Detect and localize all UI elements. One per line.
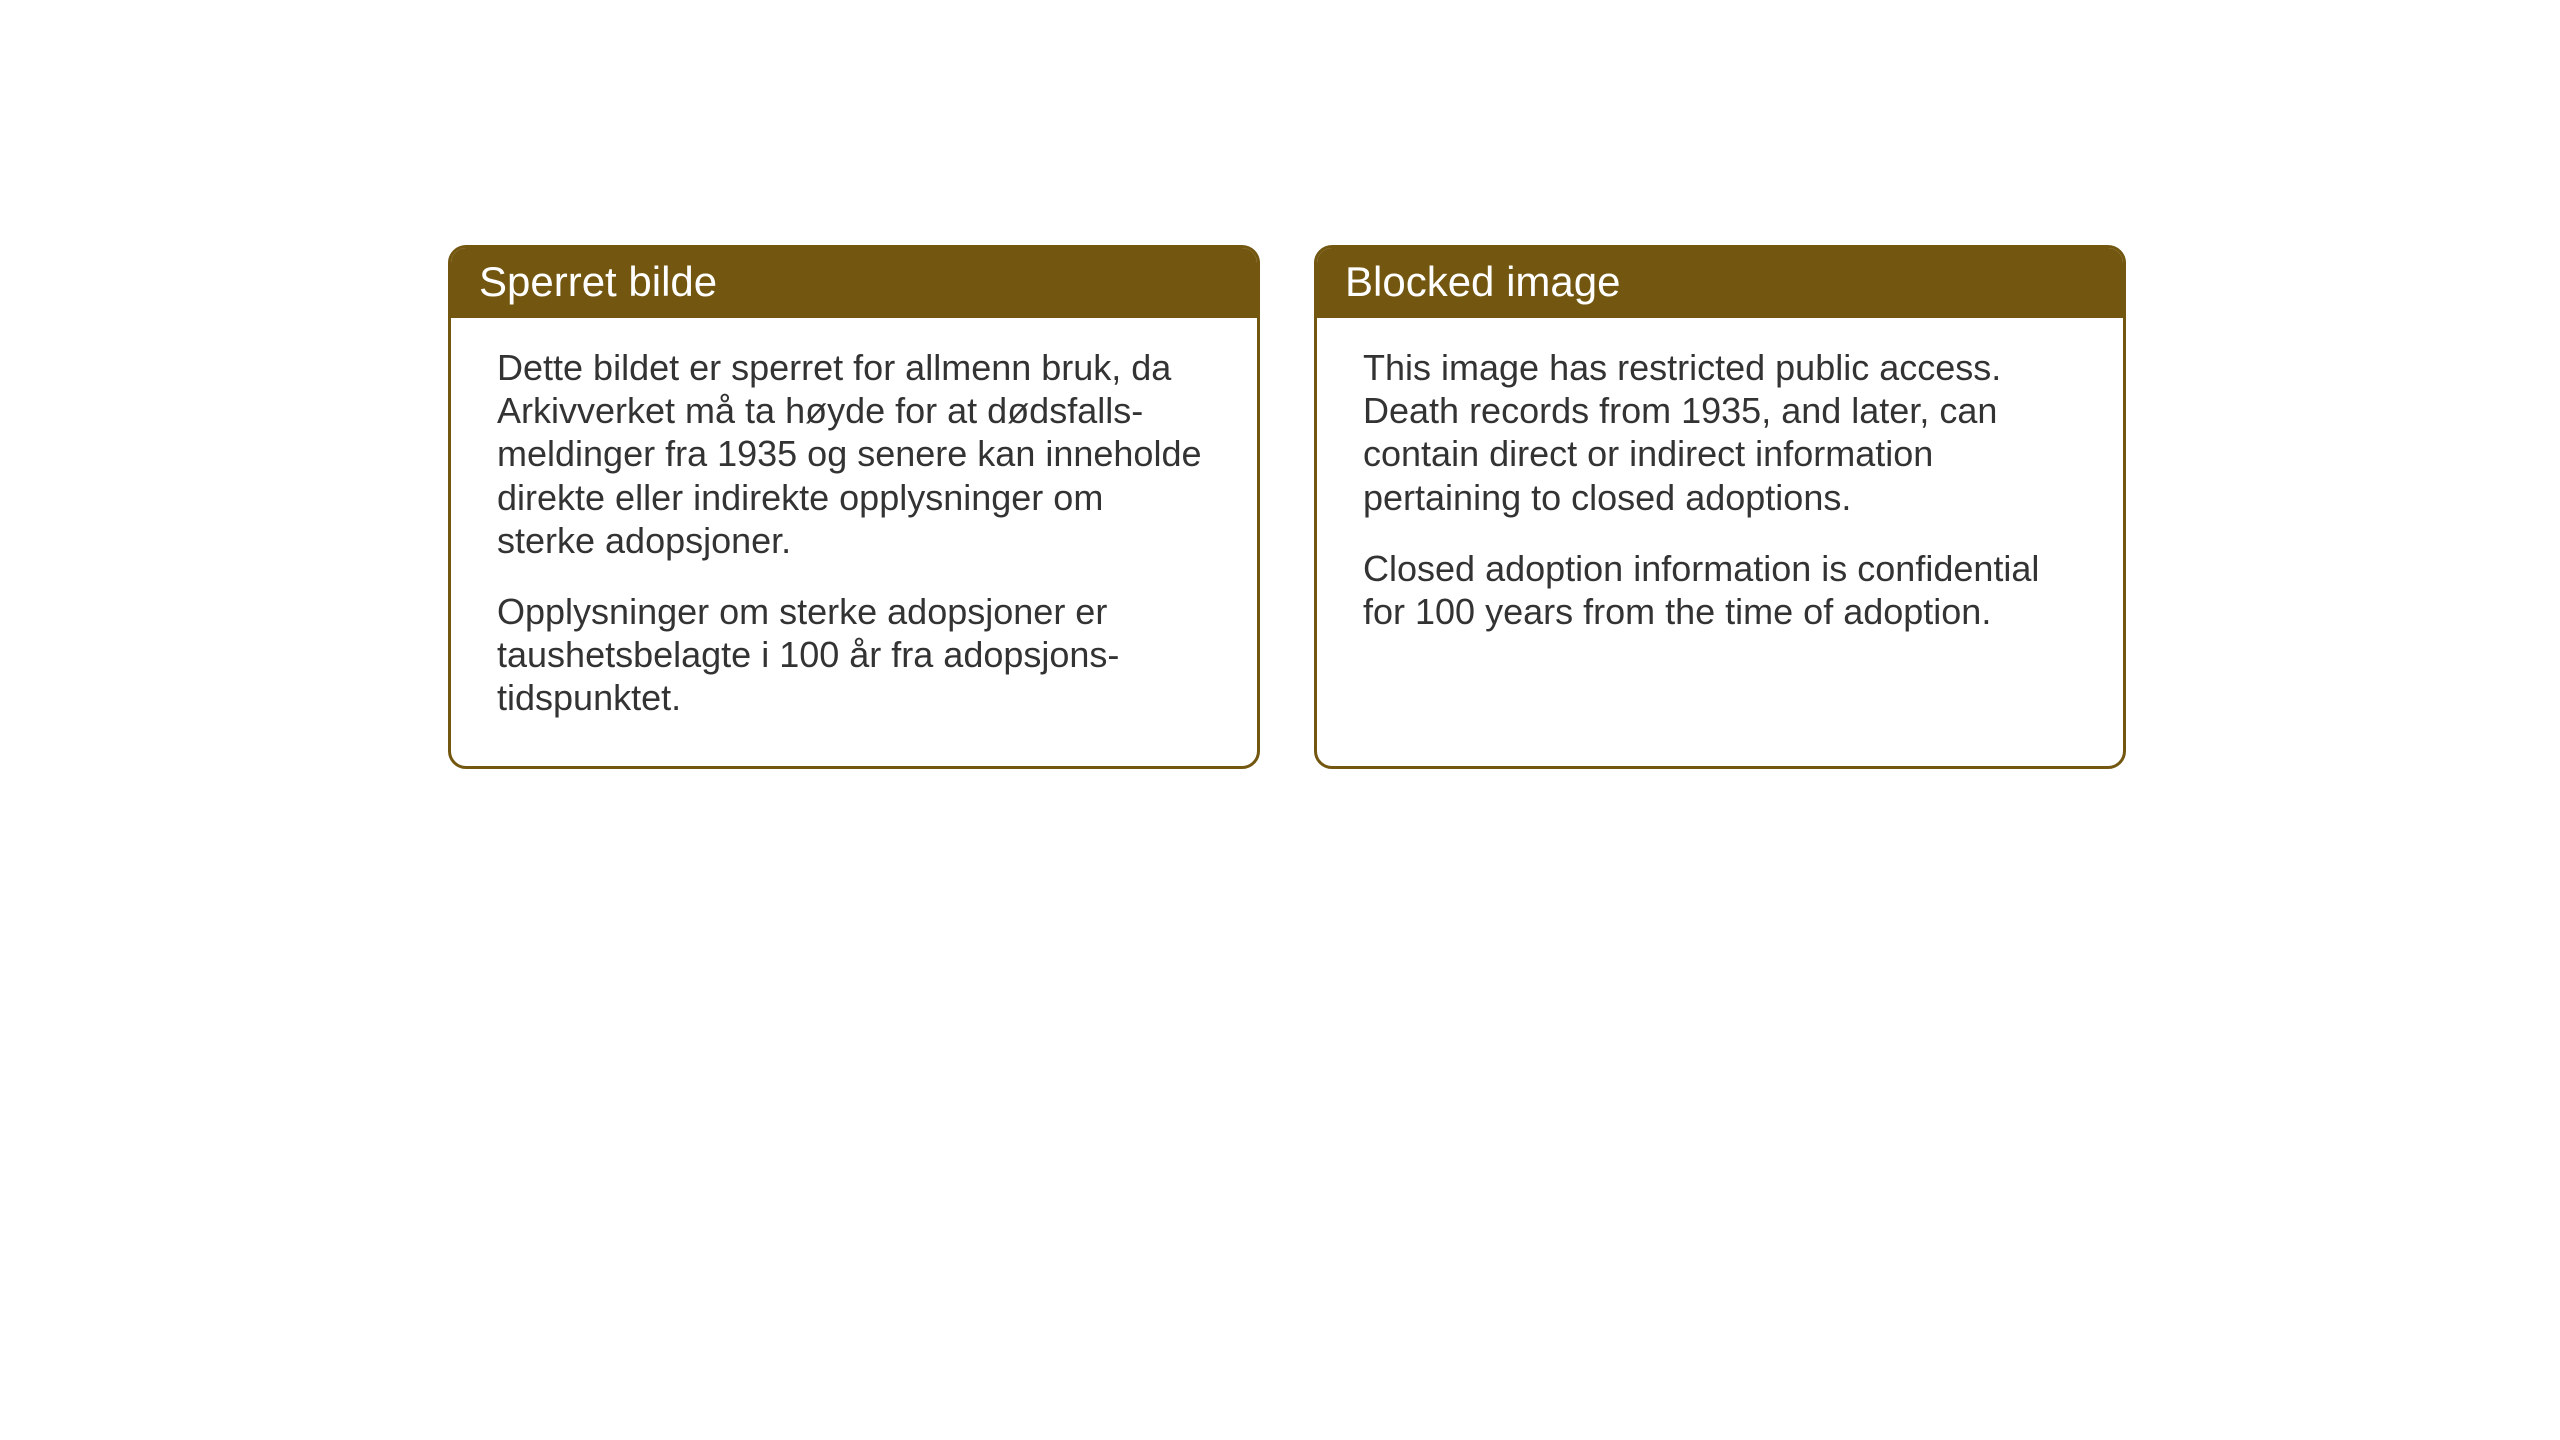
card-english-paragraph-2: Closed adoption information is confident… <box>1363 547 2077 633</box>
card-norwegian-header: Sperret bilde <box>451 248 1257 318</box>
card-norwegian-body: Dette bildet er sperret for allmenn bruk… <box>451 318 1257 766</box>
cards-container: Sperret bilde Dette bildet er sperret fo… <box>448 245 2126 769</box>
card-norwegian: Sperret bilde Dette bildet er sperret fo… <box>448 245 1260 769</box>
card-norwegian-paragraph-2: Opplysninger om sterke adopsjoner er tau… <box>497 590 1211 720</box>
card-english-header: Blocked image <box>1317 248 2123 318</box>
card-norwegian-paragraph-1: Dette bildet er sperret for allmenn bruk… <box>497 346 1211 562</box>
card-english: Blocked image This image has restricted … <box>1314 245 2126 769</box>
card-english-body: This image has restricted public access.… <box>1317 318 2123 766</box>
card-english-paragraph-1: This image has restricted public access.… <box>1363 346 2077 519</box>
